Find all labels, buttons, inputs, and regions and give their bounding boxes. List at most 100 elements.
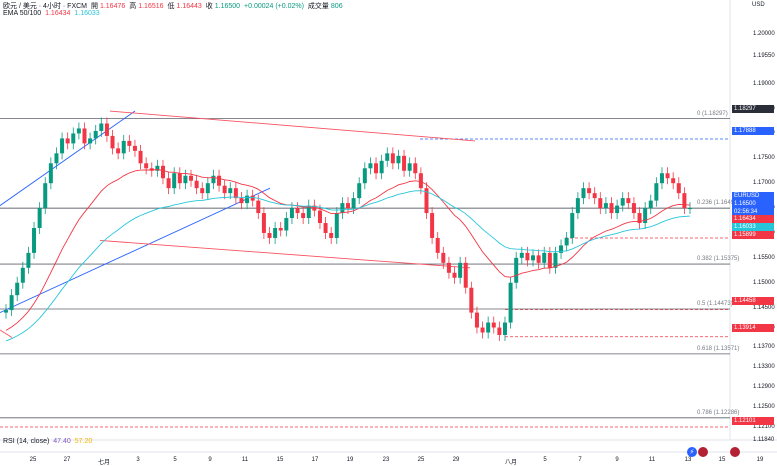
ema100-value: 1.16033 [74,10,100,17]
date-tick-label: 17 [311,457,319,463]
candle-body-40 [228,188,233,194]
price-tag: 1.16500 [732,200,774,208]
candle-body-53 [301,213,306,219]
date-tick-label: 11 [241,457,249,463]
candle-body-111 [626,198,631,204]
candle-body-78 [441,252,446,263]
price-tick-label: 1.14500 [753,304,775,311]
date-tick-label: 9 [615,457,619,463]
candle-body-80 [452,272,457,278]
candle-body-88 [497,327,502,335]
candle-body-93 [525,252,530,261]
candle-body-62 [351,198,356,209]
candle-body-51 [289,208,294,219]
candle-body-56 [317,210,322,224]
candle-body-100 [564,237,569,246]
lightning-icon[interactable]: ⚡ [687,447,697,457]
us-flag-icon-2[interactable] [730,447,740,457]
close-value: 1.16500 [214,3,241,10]
price-tag: 1.14458 [732,297,774,305]
price-tick-label: 1.15500 [753,254,775,261]
candle-body-114 [643,208,648,224]
candle-body-52 [295,208,300,214]
price-tick-label: 1.13300 [753,364,775,371]
candle-body-61 [346,203,350,209]
price-tick-label: 1.11840 [753,437,775,443]
candle-body-85 [480,327,485,333]
candle-body-98 [553,252,558,268]
price-tag: 1.12101 [732,417,774,425]
us-flag-icon[interactable] [698,447,708,457]
candle-body-44 [250,195,255,201]
change-value: +0.00024 (+0.02%) [244,3,304,10]
date-tick-label: 15 [718,457,726,463]
candle-body-103 [581,188,586,199]
fib-level-label: 0.5 (1.14473) [697,300,733,307]
candle-body-63 [357,183,362,199]
rsi-legend[interactable]: RSI (14, close) 47.40 57.20 [3,438,94,445]
candle-body-84 [474,312,479,328]
candle-body-104 [587,188,592,194]
candle-body-30 [172,173,177,189]
price-tick-label: 1.17000 [753,180,775,187]
candle-body-119 [671,178,676,184]
date-tick-label: 11 [648,457,656,463]
candle-body-94 [531,255,536,261]
price-tag: 1.18297 [732,105,774,113]
date-tick-label: 19 [346,457,354,463]
candle-body-117 [659,173,664,184]
volume-value: 806 [330,3,343,10]
open-value: 1.16476 [99,3,126,10]
candle-body-70 [396,155,401,164]
candle-body-65 [368,163,373,169]
candle-body-19 [110,135,115,149]
date-tick-label: 25 [417,457,425,463]
date-tick-label: 7 [578,457,582,463]
candle-body-36 [205,183,210,194]
candle-body-27 [155,165,160,171]
fib-level-label: 0.236 (1.16497) [697,200,740,207]
price-tick-label: 1.17500 [753,155,775,162]
candle-body-71 [402,155,407,171]
candle-body-57 [323,223,328,233]
candle-body-64 [362,168,367,184]
candle-body-75 [424,188,429,214]
price-tick-label: 1.12100 [753,424,775,431]
date-tick-label: 27 [63,457,71,463]
candle-body-67 [379,160,384,174]
candle-body-102 [575,198,580,214]
fib-level-label: 0 (1.18297) [697,110,728,117]
ema-legend[interactable]: EMA 50/100 1.16434 1.16033 [3,10,102,17]
candle-body-121 [682,193,687,209]
price-tick-label: 1.15000 [753,279,775,286]
candle-body-33 [189,175,194,181]
candle-body-20 [116,148,121,154]
candle-body-49 [278,227,283,231]
candle-body-15 [88,138,93,144]
candle-body-37 [211,175,216,184]
candle-body-35 [200,188,205,194]
candle-body-118 [665,173,670,179]
candle-body-42 [239,198,244,204]
candle-body-22 [127,140,132,146]
date-tick-label: 3 [136,457,140,463]
candle-body-26 [149,168,154,171]
price-tick-label: 1.20000 [753,30,775,37]
candle-body-25 [144,163,149,169]
candle-body-101 [570,213,575,238]
fib-level-label: 0.382 (1.15375) [697,256,740,263]
date-tick-label: 9 [208,457,212,463]
high-value: 1.16516 [138,3,164,10]
candle-body-89 [502,322,507,335]
candle-body-96 [542,252,547,263]
candle-body-91 [514,257,519,283]
candle-body-120 [676,183,681,194]
candle-body-47 [267,232,272,238]
price-tick-label: 1.12900 [753,384,775,391]
candle-body-105 [592,193,597,199]
price-tag: 02:56:34 [732,208,774,216]
candle-body-7 [43,183,48,209]
candle-body-18 [104,123,109,136]
candle-body-90 [508,282,513,323]
